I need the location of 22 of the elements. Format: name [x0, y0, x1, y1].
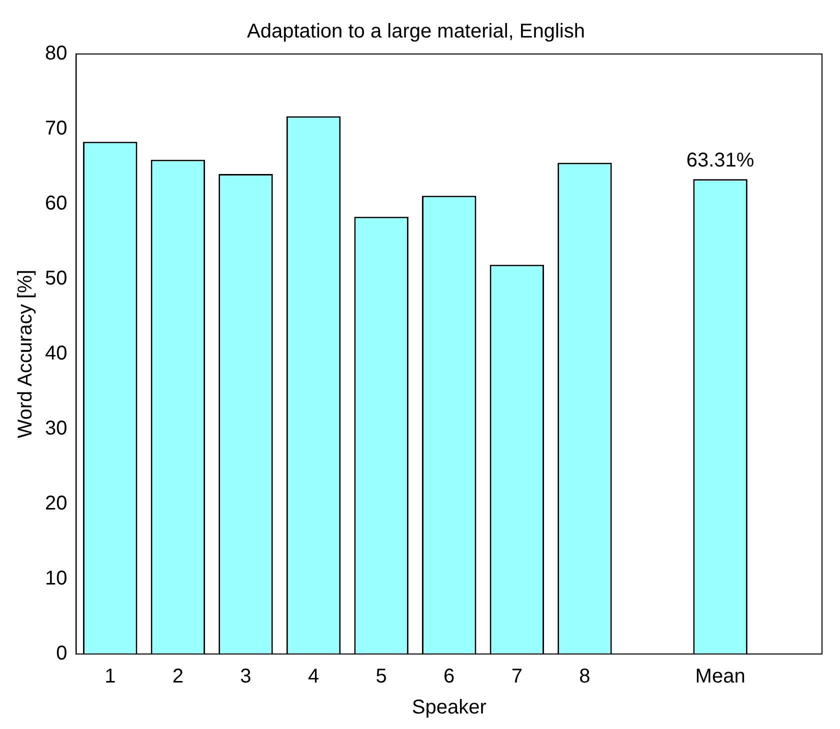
y-tick-label: 70 — [44, 118, 68, 140]
y-tick-label: 80 — [44, 42, 68, 65]
x-tick-label: 2 — [172, 666, 184, 688]
y-tick-label: 60 — [44, 192, 68, 215]
x-tick-label: 1 — [104, 666, 116, 688]
y-tick-label: 20 — [44, 492, 68, 515]
x-tick-label: 8 — [579, 666, 590, 688]
y-tick-label: 50 — [44, 268, 68, 290]
data-label: 63.31% — [686, 150, 754, 172]
y-tick-label: 30 — [44, 418, 68, 440]
x-tick-label: 6 — [444, 666, 455, 688]
y-tick-label: 0 — [56, 642, 68, 665]
x-tick-label: 3 — [240, 666, 252, 688]
y-axis-title: Word Accuracy [%] — [14, 270, 37, 438]
x-tick-label: 4 — [308, 666, 320, 688]
x-tick-label: 5 — [376, 666, 387, 688]
chart-title: Adaptation to a large material, English — [247, 20, 585, 43]
x-tick-label: Mean — [695, 666, 746, 688]
x-tick-label: 7 — [511, 666, 522, 688]
y-tick-label: 40 — [44, 342, 68, 365]
y-tick-label: 10 — [44, 568, 68, 590]
x-axis-title: Speaker — [412, 696, 487, 719]
